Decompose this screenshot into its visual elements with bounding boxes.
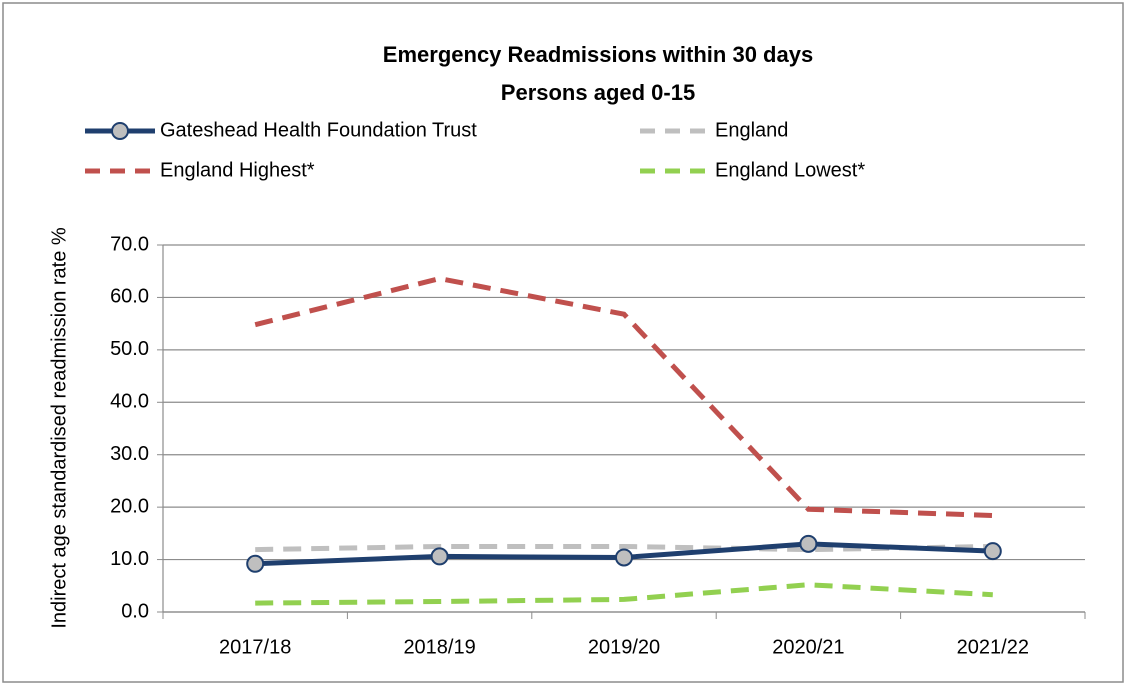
legend-marker [111, 122, 129, 140]
x-tick-label: 2021/22 [957, 636, 1029, 658]
y-tick-label: 30.0 [110, 443, 149, 465]
series-marker [799, 534, 818, 553]
y-tick-label: 40.0 [110, 391, 149, 413]
series-marker [615, 548, 633, 567]
legend-label: England Highest* [160, 159, 315, 181]
y-tick-label: 70.0 [110, 233, 149, 255]
x-tick-label: 2020/21 [772, 636, 844, 658]
series-marker [983, 542, 1002, 561]
legend-label: England Lowest* [715, 159, 865, 181]
legend-label: England [715, 119, 788, 141]
y-tick-label: 0.0 [121, 600, 149, 622]
y-tick-label: 60.0 [110, 286, 149, 308]
series-line [255, 582, 993, 606]
chart-title: Emergency Readmissions within 30 days [383, 42, 813, 67]
series-marker [246, 554, 265, 573]
x-tick-label: 2017/18 [219, 636, 291, 658]
y-tick-label: 20.0 [110, 495, 149, 517]
y-tick-label: 10.0 [110, 548, 149, 570]
legend-label: Gateshead Health Foundation Trust [160, 119, 477, 141]
chart-subtitle: Persons aged 0-15 [501, 80, 695, 105]
series-line [255, 543, 993, 553]
x-tick-label: 2019/20 [588, 636, 660, 658]
y-axis-label: Indirect age standardised readmission ra… [48, 227, 70, 629]
x-tick-label: 2018/19 [403, 636, 475, 658]
y-tick-label: 50.0 [110, 338, 149, 360]
series-line [254, 275, 993, 519]
series-marker [430, 547, 449, 566]
